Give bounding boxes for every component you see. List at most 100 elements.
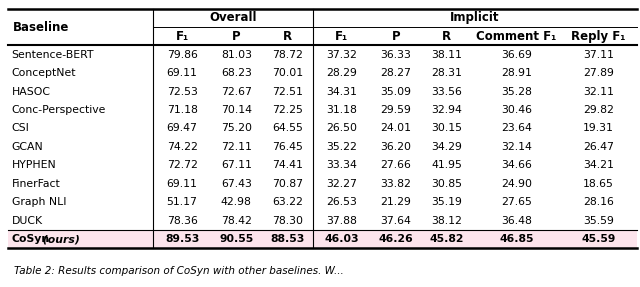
Text: F₁: F₁ — [335, 30, 348, 43]
Text: 27.89: 27.89 — [583, 68, 614, 78]
Text: Conc-Perspective: Conc-Perspective — [12, 105, 106, 115]
Text: HYPHEN: HYPHEN — [12, 160, 56, 170]
Text: 35.28: 35.28 — [501, 87, 532, 96]
Text: 89.53: 89.53 — [165, 234, 199, 244]
Text: HASOC: HASOC — [12, 87, 51, 96]
Text: 33.56: 33.56 — [431, 87, 462, 96]
Text: 72.72: 72.72 — [166, 160, 198, 170]
Text: 70.01: 70.01 — [272, 68, 303, 78]
Text: 26.53: 26.53 — [326, 197, 357, 207]
Text: 28.91: 28.91 — [501, 68, 532, 78]
Text: 64.55: 64.55 — [272, 123, 303, 133]
Text: Comment F₁: Comment F₁ — [476, 30, 556, 43]
Text: 30.15: 30.15 — [431, 123, 462, 133]
Text: 28.31: 28.31 — [431, 68, 462, 78]
Text: 26.47: 26.47 — [583, 142, 614, 152]
Text: 46.03: 46.03 — [324, 234, 359, 244]
Text: 30.85: 30.85 — [431, 179, 462, 189]
Text: 78.72: 78.72 — [272, 50, 303, 60]
Text: 37.88: 37.88 — [326, 216, 357, 226]
Text: 35.22: 35.22 — [326, 142, 357, 152]
Text: 29.82: 29.82 — [583, 105, 614, 115]
Text: 24.01: 24.01 — [380, 123, 412, 133]
Bar — [8, 230, 637, 248]
Text: Graph NLI: Graph NLI — [12, 197, 66, 207]
Text: 42.98: 42.98 — [221, 197, 252, 207]
Text: 45.59: 45.59 — [581, 234, 616, 244]
Text: 28.29: 28.29 — [326, 68, 357, 78]
Text: 78.36: 78.36 — [166, 216, 198, 226]
Text: P: P — [232, 30, 241, 43]
Text: 36.48: 36.48 — [501, 216, 532, 226]
Text: 72.11: 72.11 — [221, 142, 252, 152]
Text: 28.27: 28.27 — [380, 68, 412, 78]
Text: 26.50: 26.50 — [326, 123, 357, 133]
Text: CSI: CSI — [12, 123, 29, 133]
Text: 37.64: 37.64 — [380, 216, 412, 226]
Text: Implicit: Implicit — [450, 11, 500, 24]
Text: 67.43: 67.43 — [221, 179, 252, 189]
Text: Baseline: Baseline — [13, 21, 69, 34]
Text: Overall: Overall — [209, 11, 257, 24]
Text: 75.20: 75.20 — [221, 123, 252, 133]
Text: 63.22: 63.22 — [272, 197, 303, 207]
Text: 81.03: 81.03 — [221, 50, 252, 60]
Text: 68.23: 68.23 — [221, 68, 252, 78]
Text: 34.31: 34.31 — [326, 87, 357, 96]
Text: F₁: F₁ — [175, 30, 189, 43]
Text: 67.11: 67.11 — [221, 160, 252, 170]
Text: R: R — [442, 30, 451, 43]
Text: 72.25: 72.25 — [272, 105, 303, 115]
Text: 34.29: 34.29 — [431, 142, 462, 152]
Text: 35.59: 35.59 — [583, 216, 614, 226]
Text: 29.59: 29.59 — [380, 105, 412, 115]
Text: 78.30: 78.30 — [272, 216, 303, 226]
Text: 69.11: 69.11 — [166, 68, 198, 78]
Text: 31.18: 31.18 — [326, 105, 357, 115]
Text: R: R — [283, 30, 292, 43]
Text: 88.53: 88.53 — [270, 234, 305, 244]
Text: 76.45: 76.45 — [272, 142, 303, 152]
Text: 33.34: 33.34 — [326, 160, 357, 170]
Text: Table 2: Results comparison of CoSyn with other baselines. W...: Table 2: Results comparison of CoSyn wit… — [14, 266, 344, 276]
Text: 70.14: 70.14 — [221, 105, 252, 115]
Text: ConceptNet: ConceptNet — [12, 68, 76, 78]
Text: 34.21: 34.21 — [583, 160, 614, 170]
Text: 28.16: 28.16 — [583, 197, 614, 207]
Text: 72.51: 72.51 — [272, 87, 303, 96]
Text: P: P — [392, 30, 400, 43]
Text: 35.19: 35.19 — [431, 197, 462, 207]
Text: 19.31: 19.31 — [583, 123, 614, 133]
Text: 32.27: 32.27 — [326, 179, 357, 189]
Text: 34.66: 34.66 — [501, 160, 532, 170]
Text: 74.22: 74.22 — [166, 142, 198, 152]
Text: 37.32: 37.32 — [326, 50, 357, 60]
Text: 45.82: 45.82 — [429, 234, 464, 244]
Text: 36.69: 36.69 — [501, 50, 532, 60]
Text: 69.47: 69.47 — [166, 123, 198, 133]
Text: 27.66: 27.66 — [380, 160, 412, 170]
Text: Reply F₁: Reply F₁ — [572, 30, 626, 43]
Text: Sentence-BERT: Sentence-BERT — [12, 50, 94, 60]
Text: 71.18: 71.18 — [166, 105, 198, 115]
Text: 51.17: 51.17 — [166, 197, 198, 207]
Text: 27.65: 27.65 — [501, 197, 532, 207]
Text: 37.11: 37.11 — [583, 50, 614, 60]
Text: 32.11: 32.11 — [583, 87, 614, 96]
Text: 38.12: 38.12 — [431, 216, 462, 226]
Text: (ours): (ours) — [39, 234, 80, 244]
Text: 36.20: 36.20 — [380, 142, 412, 152]
Text: 46.26: 46.26 — [378, 234, 413, 244]
Text: 35.09: 35.09 — [380, 87, 412, 96]
Text: CoSyn: CoSyn — [12, 234, 50, 244]
Text: 72.53: 72.53 — [166, 87, 198, 96]
Text: 18.65: 18.65 — [583, 179, 614, 189]
Text: 78.42: 78.42 — [221, 216, 252, 226]
Text: 90.55: 90.55 — [219, 234, 253, 244]
Text: 36.33: 36.33 — [380, 50, 412, 60]
Text: DUCK: DUCK — [12, 216, 43, 226]
Text: 32.14: 32.14 — [501, 142, 532, 152]
Text: 32.94: 32.94 — [431, 105, 462, 115]
Text: GCAN: GCAN — [12, 142, 44, 152]
Text: 41.95: 41.95 — [431, 160, 462, 170]
